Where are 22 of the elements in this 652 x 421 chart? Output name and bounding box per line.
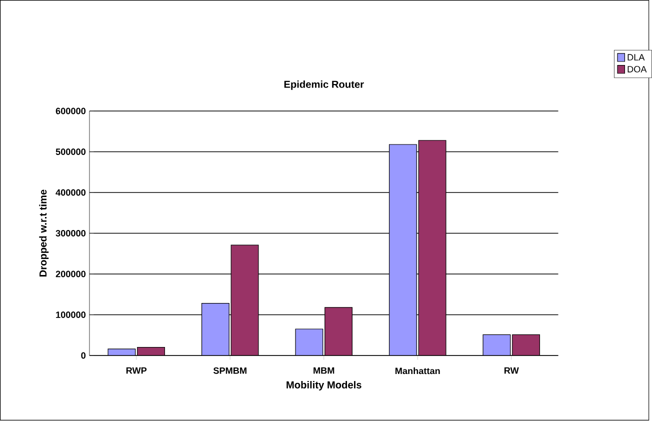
x-tick-label: SPMBM xyxy=(213,368,246,374)
y-tick-label: 300000 xyxy=(56,230,86,237)
y-tick-label: 500000 xyxy=(56,148,86,156)
bar xyxy=(324,308,352,356)
y-tick-label: 100000 xyxy=(56,312,86,318)
x-tick-label: RW xyxy=(504,368,519,374)
y-tick-label: 400000 xyxy=(56,190,86,196)
y-tick-label: 600000 xyxy=(56,108,86,115)
legend-label: DOA xyxy=(628,66,647,73)
x-tick-label: Manhattan xyxy=(395,368,440,374)
bar xyxy=(418,140,446,356)
y-tick-label: 0 xyxy=(81,352,86,359)
x-axis-title: Mobility Models xyxy=(286,381,362,391)
x-tick-label: MBM xyxy=(314,368,334,374)
bar xyxy=(231,245,258,356)
chart-title: Epidemic Router xyxy=(284,80,364,90)
bar xyxy=(137,348,165,356)
y-tick-label: 200000 xyxy=(56,271,86,278)
y-axis-title: Dropped w.r.t time xyxy=(39,190,49,277)
x-tick-label: RWP xyxy=(126,368,147,374)
legend-label: DLA xyxy=(628,54,645,61)
bar xyxy=(512,334,540,356)
